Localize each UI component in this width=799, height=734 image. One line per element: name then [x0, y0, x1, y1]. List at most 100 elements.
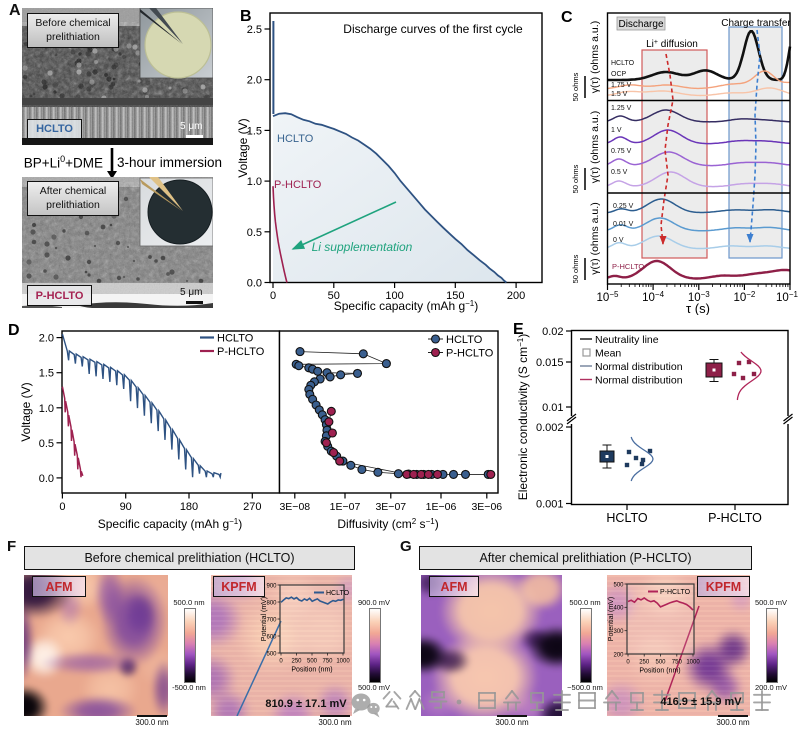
svg-text:HCLTO: HCLTO	[326, 590, 350, 597]
svg-text:Li+ diffusion: Li+ diffusion	[646, 39, 698, 50]
svg-text:2.5: 2.5	[247, 24, 262, 36]
svg-text:HCLTO: HCLTO	[446, 334, 483, 346]
svg-text:Discharge curves of the first: Discharge curves of the first cycle	[343, 22, 523, 36]
svg-text:0.75 V: 0.75 V	[611, 148, 632, 155]
svg-text:Neutrality line: Neutrality line	[595, 334, 659, 346]
svg-text:1 V: 1 V	[611, 127, 622, 134]
svg-text:0.002: 0.002	[536, 422, 564, 434]
svg-text:Voltage (V): Voltage (V)	[19, 382, 33, 441]
svg-text:150: 150	[446, 290, 464, 302]
svg-text:HCLTO: HCLTO	[611, 60, 635, 67]
svg-text:50: 50	[328, 290, 340, 302]
svg-text:γ(τ) (ohms a.u.): γ(τ) (ohms a.u.)	[589, 202, 601, 274]
svg-text:500: 500	[307, 659, 318, 665]
svg-text:0.25 V: 0.25 V	[613, 203, 634, 210]
svg-text:HCLTO: HCLTO	[606, 511, 647, 525]
svg-text:Li supplementation: Li supplementation	[312, 240, 413, 254]
svg-text:300: 300	[613, 629, 624, 635]
svg-text:HCLTO: HCLTO	[217, 333, 254, 345]
svg-text:600: 600	[266, 634, 277, 640]
svg-text:1000: 1000	[686, 660, 700, 666]
svg-text:200: 200	[613, 652, 624, 658]
svg-text:2.0: 2.0	[39, 333, 54, 345]
svg-text:0.02: 0.02	[542, 326, 563, 338]
svg-text:700: 700	[266, 617, 277, 623]
svg-text:0: 0	[59, 501, 65, 513]
svg-text:1.5: 1.5	[39, 368, 54, 380]
svg-text:100: 100	[385, 290, 403, 302]
svg-text:0.5 V: 0.5 V	[611, 169, 628, 176]
svg-text:0: 0	[279, 659, 283, 665]
svg-text:P-HCLTO: P-HCLTO	[274, 179, 322, 191]
svg-text:1E−07: 1E−07	[330, 501, 361, 513]
svg-text:1.5: 1.5	[247, 125, 262, 137]
svg-text:50 ohms: 50 ohms	[571, 254, 580, 283]
svg-text:270: 270	[243, 501, 261, 513]
svg-text:10−5: 10−5	[597, 290, 619, 304]
svg-text:P-HCLTO: P-HCLTO	[217, 346, 265, 358]
svg-text:1E−06: 1E−06	[426, 501, 457, 513]
svg-text:0: 0	[626, 660, 630, 666]
svg-text:Charge transfer: Charge transfer	[721, 18, 791, 29]
svg-text:HCLTO: HCLTO	[277, 133, 314, 145]
svg-text:Position (nm): Position (nm)	[291, 667, 332, 674]
svg-text:750: 750	[322, 659, 333, 665]
svg-text:γ(τ) (ohms a.u.): γ(τ) (ohms a.u.)	[589, 21, 601, 93]
svg-text:2.0: 2.0	[247, 75, 262, 87]
svg-text:Potential (mV): Potential (mV)	[608, 597, 615, 641]
svg-text:10−2: 10−2	[733, 290, 755, 304]
svg-text:500: 500	[613, 582, 624, 588]
svg-text:10−4: 10−4	[642, 290, 664, 304]
svg-text:1000: 1000	[336, 659, 350, 665]
svg-text:0.5: 0.5	[247, 227, 262, 239]
svg-text:90: 90	[120, 501, 132, 513]
svg-text:Normal distribution: Normal distribution	[595, 361, 683, 373]
svg-text:P-HCLTO: P-HCLTO	[446, 348, 494, 360]
svg-text:0.001: 0.001	[536, 499, 564, 511]
svg-text:Normal distribution: Normal distribution	[595, 375, 683, 387]
svg-text:500: 500	[655, 660, 666, 666]
svg-text:0: 0	[270, 290, 276, 302]
svg-text:0.015: 0.015	[536, 357, 564, 369]
svg-text:P-HCLTO: P-HCLTO	[660, 589, 691, 596]
svg-text:500: 500	[266, 651, 277, 657]
svg-text:0.0: 0.0	[247, 278, 262, 290]
svg-text:P-HCLTO: P-HCLTO	[612, 262, 644, 271]
svg-text:1.0: 1.0	[39, 403, 54, 415]
svg-text:Position (nm): Position (nm)	[639, 668, 680, 675]
svg-text:400: 400	[613, 606, 624, 612]
svg-text:1.75 V: 1.75 V	[611, 82, 632, 89]
svg-text:0 V: 0 V	[613, 237, 624, 244]
svg-text:Discharge: Discharge	[618, 19, 663, 30]
svg-text:250: 250	[639, 660, 650, 666]
svg-text:0.01 V: 0.01 V	[613, 221, 634, 228]
svg-text:50 ohms: 50 ohms	[571, 72, 580, 101]
svg-text:10−1: 10−1	[776, 290, 798, 304]
svg-text:Specific capacity (mAh g−1): Specific capacity (mAh g−1)	[334, 299, 479, 313]
svg-text:0.0: 0.0	[39, 473, 54, 485]
svg-text:3E−07: 3E−07	[375, 501, 406, 513]
svg-text:τ (s): τ (s)	[686, 301, 710, 315]
svg-text:750: 750	[672, 660, 683, 666]
svg-text:250: 250	[291, 659, 302, 665]
svg-text:800: 800	[266, 600, 277, 606]
svg-text:1.25 V: 1.25 V	[611, 105, 632, 112]
svg-text:Mean: Mean	[595, 348, 621, 360]
svg-text:Diffusivity (cm2 s−1): Diffusivity (cm2 s−1)	[337, 517, 438, 531]
svg-text:D: D	[8, 322, 20, 339]
svg-text:0.01: 0.01	[542, 402, 563, 414]
svg-text:γ(τ) (ohms a.u.): γ(τ) (ohms a.u.)	[589, 111, 601, 183]
svg-text:P-HCLTO: P-HCLTO	[708, 511, 762, 525]
svg-text:C: C	[561, 9, 573, 26]
svg-text:B: B	[240, 8, 252, 25]
svg-text:3E−06: 3E−06	[471, 501, 502, 513]
svg-text:OCP: OCP	[611, 71, 627, 78]
svg-text:Potential (mV): Potential (mV)	[261, 597, 268, 641]
svg-text:E: E	[513, 321, 524, 338]
svg-text:900: 900	[266, 583, 277, 589]
svg-text:Specific capacity (mAh g−1): Specific capacity (mAh g−1)	[98, 517, 243, 531]
svg-text:Electronic conductivity (S cm−: Electronic conductivity (S cm−1)	[516, 334, 530, 501]
svg-text:3E−08: 3E−08	[279, 501, 310, 513]
svg-text:1.0: 1.0	[247, 176, 262, 188]
svg-text:50 ohms: 50 ohms	[571, 164, 580, 193]
